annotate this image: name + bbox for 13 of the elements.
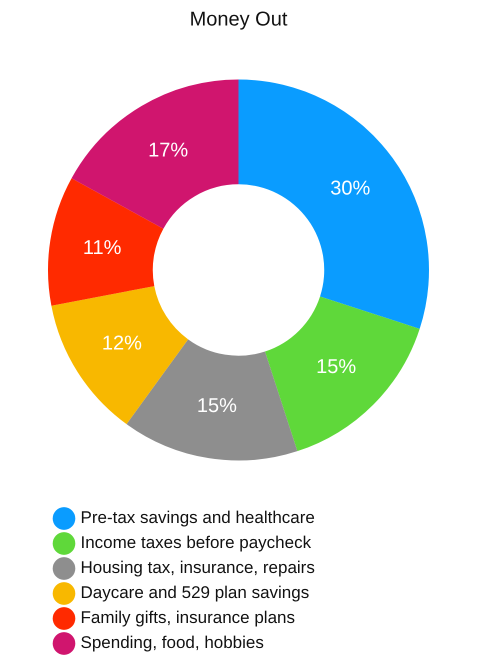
data-label: 15%	[316, 356, 356, 378]
data-label: 12%	[102, 332, 142, 355]
legend-label: Housing tax, insurance, repairs	[80, 558, 315, 578]
data-label: 15%	[196, 394, 238, 417]
data-label: 30%	[330, 177, 370, 200]
data-label: 17%	[148, 140, 188, 162]
legend-label: Family gifts, insurance plans	[80, 608, 295, 628]
legend-label: Daycare and 529 plan savings	[80, 583, 310, 602]
legend-label: Spending, food, hobbies	[80, 633, 264, 652]
data-label: 11%	[82, 236, 122, 259]
chart-title: Money Out	[190, 8, 288, 31]
legend-label: Pre-tax savings and healthcare	[80, 508, 315, 528]
legend-label: Income taxes before paycheck	[80, 533, 312, 552]
